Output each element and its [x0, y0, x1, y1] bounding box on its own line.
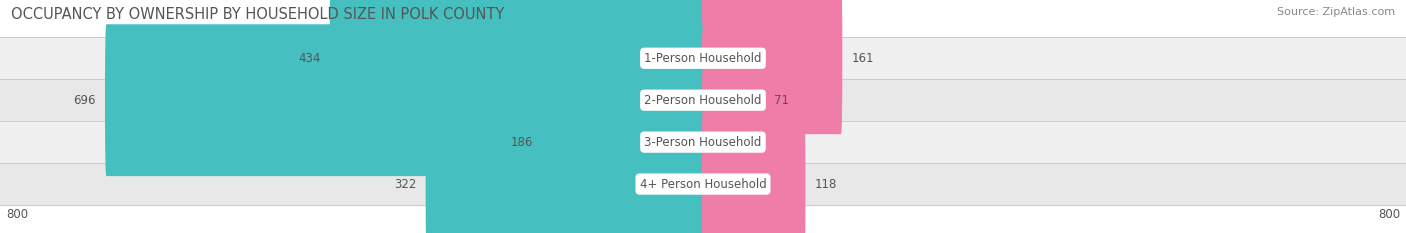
Bar — [0, 79, 1406, 121]
Text: 118: 118 — [814, 178, 837, 191]
FancyBboxPatch shape — [543, 66, 704, 218]
FancyBboxPatch shape — [426, 108, 704, 233]
FancyBboxPatch shape — [702, 66, 731, 218]
Text: OCCUPANCY BY OWNERSHIP BY HOUSEHOLD SIZE IN POLK COUNTY: OCCUPANCY BY OWNERSHIP BY HOUSEHOLD SIZE… — [11, 7, 505, 22]
Text: 3-Person Household: 3-Person Household — [644, 136, 762, 149]
FancyBboxPatch shape — [105, 24, 704, 176]
Text: 696: 696 — [73, 94, 96, 107]
Text: 71: 71 — [775, 94, 789, 107]
Text: 161: 161 — [851, 52, 873, 65]
Text: 31: 31 — [740, 136, 755, 149]
Text: 322: 322 — [394, 178, 416, 191]
Bar — [0, 37, 1406, 79]
FancyBboxPatch shape — [329, 0, 704, 134]
Text: 434: 434 — [298, 52, 321, 65]
Text: 4+ Person Household: 4+ Person Household — [640, 178, 766, 191]
Text: 186: 186 — [510, 136, 533, 149]
FancyBboxPatch shape — [702, 0, 842, 134]
Text: 1-Person Household: 1-Person Household — [644, 52, 762, 65]
Bar — [0, 121, 1406, 163]
FancyBboxPatch shape — [702, 24, 765, 176]
Text: Source: ZipAtlas.com: Source: ZipAtlas.com — [1277, 7, 1395, 17]
Bar — [0, 163, 1406, 205]
FancyBboxPatch shape — [702, 108, 806, 233]
Text: 2-Person Household: 2-Person Household — [644, 94, 762, 107]
